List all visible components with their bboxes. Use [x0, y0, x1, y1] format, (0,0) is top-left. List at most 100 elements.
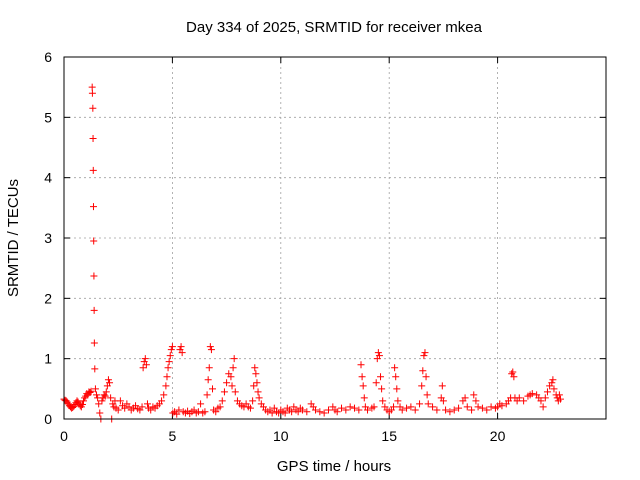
data-point: [160, 391, 168, 399]
data-point: [89, 104, 97, 112]
data-point: [358, 373, 366, 381]
plot-frame: [63, 56, 607, 420]
axis-ticks: 0 5 10 15 20 0 1 2 3 4 5 6: [44, 49, 606, 444]
data-point: [450, 406, 458, 414]
data-point: [393, 385, 401, 393]
data-point: [175, 406, 183, 414]
data-point: [74, 398, 82, 406]
data-point: [498, 402, 506, 410]
data-point: [342, 406, 350, 414]
data-point: [390, 403, 398, 411]
data-point: [510, 373, 518, 381]
data-point: [231, 388, 239, 396]
data-point: [370, 403, 378, 411]
data-point: [548, 379, 556, 387]
data-point: [472, 397, 480, 405]
data-point: [537, 397, 545, 405]
data-point: [143, 400, 151, 408]
data-point: [163, 373, 171, 381]
data-point: [294, 408, 302, 416]
data-point: [324, 406, 332, 414]
data-point: [281, 409, 289, 417]
data-point: [411, 406, 419, 414]
data-point: [463, 403, 471, 411]
data-point: [228, 382, 236, 390]
data-point: [483, 406, 491, 414]
data-point: [398, 406, 406, 414]
data-point: [220, 388, 228, 396]
data-point: [166, 352, 174, 360]
data-point: [78, 401, 86, 409]
data-point: [378, 385, 386, 393]
data-point: [89, 134, 97, 142]
data-point: [424, 400, 432, 408]
data-point: [255, 394, 263, 402]
data-point: [212, 408, 220, 416]
data-point: [520, 397, 528, 405]
data-point: [104, 376, 112, 384]
data-point: [93, 391, 101, 399]
x-tick-label: 0: [60, 428, 68, 444]
data-point: [246, 404, 254, 412]
data-point: [81, 394, 89, 402]
y-tick-label: 6: [44, 49, 52, 65]
data-point: [364, 406, 372, 414]
data-point: [254, 388, 262, 396]
data-point: [418, 382, 426, 390]
data-point: [433, 406, 441, 414]
x-tick-label: 15: [381, 428, 397, 444]
data-point: [205, 364, 213, 372]
data-point: [487, 403, 495, 411]
data-point: [80, 397, 88, 405]
data-point: [91, 385, 99, 393]
data-point: [207, 346, 215, 354]
data-point: [478, 404, 486, 412]
data-point: [70, 402, 78, 410]
data-point: [374, 349, 382, 357]
data-point: [165, 358, 173, 366]
data-point: [346, 403, 354, 411]
data-point: [201, 408, 209, 416]
data-point: [442, 406, 450, 414]
y-tick-label: 1: [44, 351, 52, 367]
data-point: [372, 379, 380, 387]
data-point: [203, 391, 211, 399]
y-tick-label: 3: [44, 230, 52, 246]
data-point: [419, 367, 427, 375]
data-point: [438, 382, 446, 390]
data-point: [429, 403, 437, 411]
data-point: [379, 397, 387, 405]
data-point: [101, 392, 109, 400]
data-point: [95, 400, 103, 408]
data-point: [89, 203, 97, 211]
data-point: [455, 404, 463, 412]
data-point: [416, 400, 424, 408]
data-point: [549, 376, 557, 384]
data-point: [338, 404, 346, 412]
data-point: [298, 406, 306, 414]
data-point: [178, 349, 186, 357]
data-point: [252, 370, 260, 378]
data-point: [509, 368, 517, 376]
data-point: [394, 397, 402, 405]
data-point: [169, 409, 177, 417]
data-point: [541, 394, 549, 402]
data-point: [167, 346, 175, 354]
data-point: [86, 388, 94, 396]
data-point: [223, 379, 231, 387]
y-axis-label: SRMTID / TECUs: [5, 179, 22, 297]
data-point: [311, 406, 319, 414]
chart-title: Day 334 of 2025, SRMTID for receiver mke…: [186, 19, 483, 36]
data-point: [173, 410, 181, 418]
y-tick-label: 5: [44, 109, 52, 125]
data-point: [303, 408, 311, 416]
data-point: [474, 403, 482, 411]
data-point: [333, 408, 341, 416]
data-point: [206, 343, 214, 351]
data-point: [391, 364, 399, 372]
data-point: [422, 373, 430, 381]
data-point: [227, 373, 235, 381]
data-point: [106, 379, 114, 387]
data-point: [251, 364, 259, 372]
data-points: [60, 83, 564, 423]
